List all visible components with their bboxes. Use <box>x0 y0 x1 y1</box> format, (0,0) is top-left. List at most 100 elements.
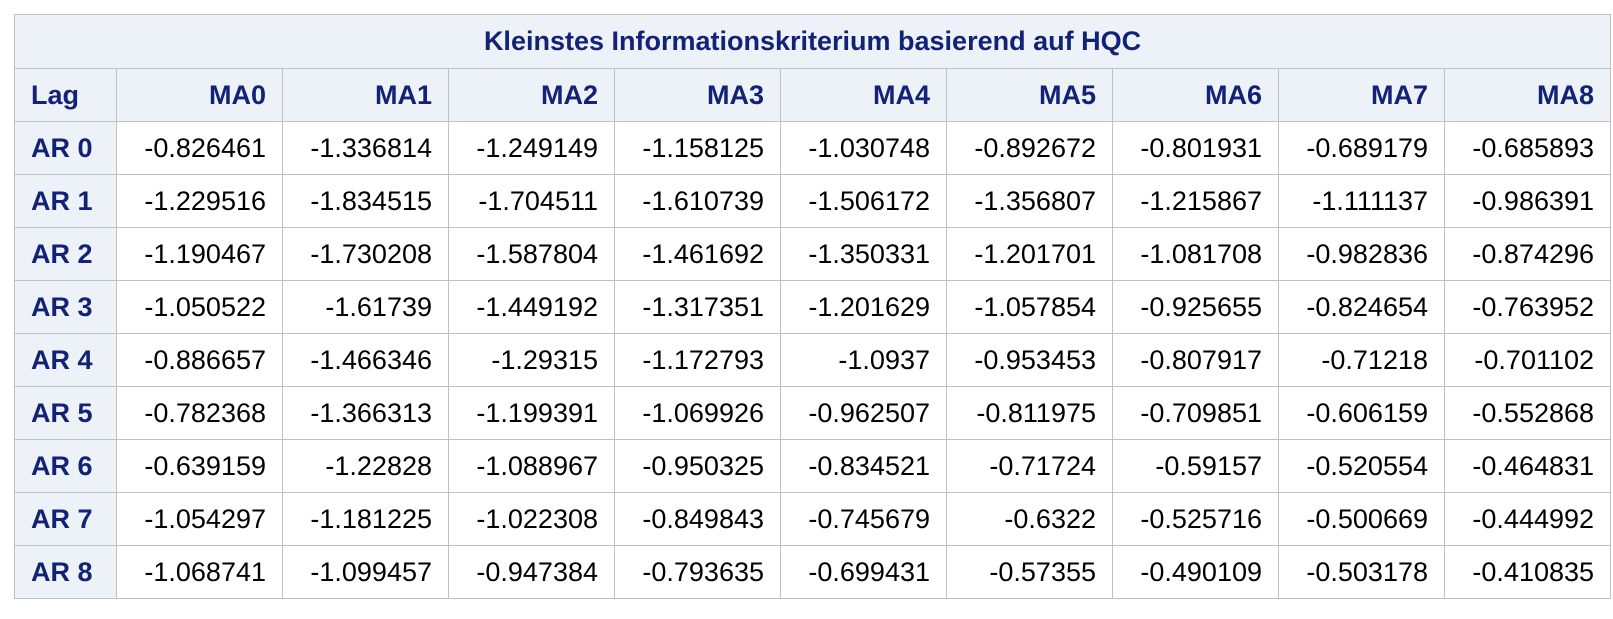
table-cell: -0.520554 <box>1278 439 1445 493</box>
table-cell: -1.190467 <box>116 227 283 281</box>
table-cell: -1.587804 <box>448 227 615 281</box>
table-cell: -0.874296 <box>1443 227 1612 281</box>
table-cell: -0.71724 <box>946 439 1113 493</box>
row-header-ar2: AR 2 <box>14 227 117 281</box>
table-cell: -1.088967 <box>448 439 615 493</box>
table-cell: -0.801931 <box>1112 121 1279 175</box>
row-header-ar7: AR 7 <box>14 492 117 546</box>
table-cell: -0.953453 <box>946 333 1113 387</box>
table-cell: -1.050522 <box>116 280 283 334</box>
table-cell: -0.745679 <box>780 492 947 546</box>
row-header-ar1: AR 1 <box>14 174 117 228</box>
table-cell: -0.57355 <box>946 545 1113 599</box>
table-cell: -1.249149 <box>448 121 615 175</box>
table-cell: -1.461692 <box>614 227 781 281</box>
table-cell: -0.500669 <box>1278 492 1445 546</box>
table-cell: -1.466346 <box>282 333 449 387</box>
table-cell: -0.782368 <box>116 386 283 440</box>
table-row: AR 0 -0.826461 -1.336814 -1.249149 -1.158125… <box>14 121 1612 175</box>
table-cell: -0.6322 <box>946 492 1113 546</box>
table-cell: -1.201629 <box>780 280 947 334</box>
table-cell: -1.054297 <box>116 492 283 546</box>
table-cell: -1.0937 <box>780 333 947 387</box>
table-cell: -1.22828 <box>282 439 449 493</box>
table-cell: -0.824654 <box>1278 280 1445 334</box>
table-cell: -0.709851 <box>1112 386 1279 440</box>
table-cell: -0.986391 <box>1443 174 1612 228</box>
table-cell: -0.982836 <box>1278 227 1445 281</box>
table-cell: -1.068741 <box>116 545 283 599</box>
table-cell: -1.336814 <box>282 121 449 175</box>
table-cell: -1.199391 <box>448 386 615 440</box>
table-cell: -1.229516 <box>116 174 283 228</box>
table-cell: -0.606159 <box>1278 386 1445 440</box>
table-cell: -1.099457 <box>282 545 449 599</box>
table-cell: -0.886657 <box>116 333 283 387</box>
table-cell: -0.807917 <box>1112 333 1279 387</box>
table-row: AR 1 -1.229516 -1.834515 -1.704511 -1.610739… <box>14 174 1612 228</box>
table-cell: -1.069926 <box>614 386 781 440</box>
table-cell: -0.410835 <box>1443 545 1612 599</box>
table-cell: -1.158125 <box>614 121 781 175</box>
row-header-ar5: AR 5 <box>14 386 117 440</box>
table-cell: -0.71218 <box>1278 333 1445 387</box>
table-cell: -0.525716 <box>1112 492 1279 546</box>
table-row: AR 2 -1.190467 -1.730208 -1.587804 -1.461692… <box>14 227 1612 281</box>
table-cell: -1.350331 <box>780 227 947 281</box>
table-cell: -1.506172 <box>780 174 947 228</box>
table-cell: -1.172793 <box>614 333 781 387</box>
table-cell: -0.793635 <box>614 545 781 599</box>
table-cell: -1.61739 <box>282 280 449 334</box>
table-row: AR 3 -1.050522 -1.61739 -1.449192 -1.317351-… <box>14 280 1612 334</box>
table-cell: -1.449192 <box>448 280 615 334</box>
row-header-ar8: AR 8 <box>14 545 117 599</box>
table-cell: -1.610739 <box>614 174 781 228</box>
table-body: AR 0 -0.826461 -1.336814 -1.249149 -1.158125… <box>14 121 1612 599</box>
table-cell: -1.201701 <box>946 227 1113 281</box>
table-cell: -0.503178 <box>1278 545 1445 599</box>
table-cell: -1.057854 <box>946 280 1113 334</box>
table-cell: -0.826461 <box>116 121 283 175</box>
table-cell: -0.950325 <box>614 439 781 493</box>
table-row: AR 4 -0.886657 -1.466346 -1.29315 -1.172793-… <box>14 333 1612 387</box>
table-cell: -0.685893 <box>1443 121 1612 175</box>
column-header-ma1: MA1 <box>282 68 449 122</box>
table-cell: -0.59157 <box>1112 439 1279 493</box>
table-cell: -0.763952 <box>1443 280 1612 334</box>
table-cell: -0.552868 <box>1443 386 1612 440</box>
lag-column-header: Lag <box>14 68 117 122</box>
column-header-ma0: MA0 <box>116 68 283 122</box>
table-cell: -0.892672 <box>946 121 1113 175</box>
row-header-ar3: AR 3 <box>14 280 117 334</box>
table-cell: -0.699431 <box>780 545 947 599</box>
table-cell: -1.366313 <box>282 386 449 440</box>
column-header-ma6: MA6 <box>1112 68 1279 122</box>
table-caption-row: Kleinstes Informationskriterium basieren… <box>13 14 1612 69</box>
table-cell: -0.925655 <box>1112 280 1279 334</box>
table-row: AR 8 -1.068741 -1.099457 -0.947384 -0.793635… <box>14 545 1612 599</box>
table-cell: -1.181225 <box>282 492 449 546</box>
table-cell: -0.444992 <box>1443 492 1612 546</box>
table-cell: -1.215867 <box>1112 174 1279 228</box>
column-header-ma8: MA8 <box>1443 68 1612 122</box>
table-cell: -0.947384 <box>448 545 615 599</box>
table-cell: -1.317351 <box>614 280 781 334</box>
table-cell: -0.962507 <box>780 386 947 440</box>
table-cell: -1.730208 <box>282 227 449 281</box>
row-header-ar6: AR 6 <box>14 439 117 493</box>
table-cell: -0.811975 <box>946 386 1113 440</box>
table-cell: -0.639159 <box>116 439 283 493</box>
table-cell: -0.701102 <box>1443 333 1612 387</box>
table-cell: -1.030748 <box>780 121 947 175</box>
column-header-ma5: MA5 <box>946 68 1113 122</box>
table-row: AR 7 -1.054297 -1.181225 -1.022308 -0.849843… <box>14 492 1612 546</box>
table-cell: -0.689179 <box>1278 121 1445 175</box>
table-title: Kleinstes Informationskriterium basieren… <box>13 14 1612 69</box>
table-cell: -1.834515 <box>282 174 449 228</box>
table-cell: -0.834521 <box>780 439 947 493</box>
table-cell: -1.022308 <box>448 492 615 546</box>
table-cell: -1.111137 <box>1278 174 1445 228</box>
column-header-row: Lag MA0 MA1 MA2 MA3 MA4 MA5 MA6 MA7 MA8 <box>14 68 1612 122</box>
row-header-ar4: AR 4 <box>14 333 117 387</box>
table-row: AR 5 -0.782368 -1.366313 -1.199391 -1.069926… <box>14 386 1612 440</box>
